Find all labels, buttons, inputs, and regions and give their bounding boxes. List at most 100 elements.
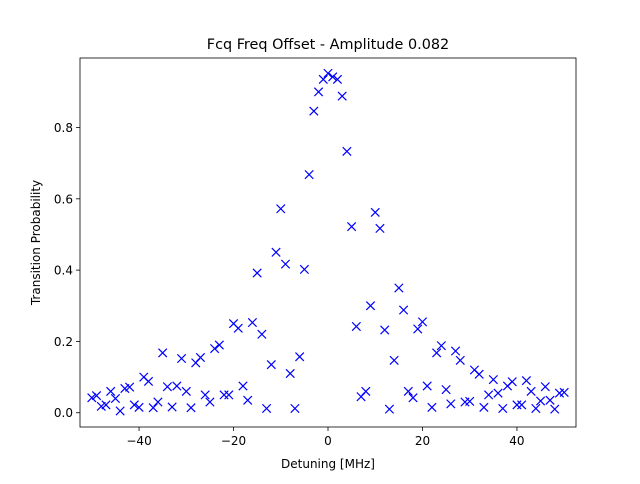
data-point-marker bbox=[167, 402, 177, 412]
data-point-marker bbox=[512, 400, 522, 410]
data-point-marker bbox=[441, 384, 451, 395]
data-point-marker bbox=[332, 74, 343, 85]
data-point-marker bbox=[450, 346, 461, 356]
y-tick-label: 0.2 bbox=[54, 335, 73, 349]
data-point-marker bbox=[143, 376, 154, 386]
data-point-marker bbox=[540, 382, 550, 392]
y-tick-label: 0.0 bbox=[54, 406, 73, 420]
data-point-marker bbox=[172, 381, 182, 391]
x-tick-label: −40 bbox=[126, 434, 151, 448]
data-point-marker bbox=[238, 381, 248, 391]
data-point-marker bbox=[432, 348, 442, 358]
data-point-marker bbox=[403, 386, 413, 396]
x-tick-label: 20 bbox=[415, 434, 430, 448]
data-point-marker bbox=[455, 355, 465, 365]
data-point-marker bbox=[181, 386, 191, 396]
data-point-marker bbox=[285, 368, 295, 379]
data-point-marker bbox=[110, 393, 121, 404]
data-point-marker bbox=[124, 382, 135, 392]
data-point-marker bbox=[115, 406, 125, 416]
data-point-marker bbox=[337, 91, 347, 101]
data-point-marker bbox=[351, 321, 361, 332]
data-point-marker bbox=[247, 317, 258, 328]
data-point-marker bbox=[318, 74, 328, 85]
data-point-marker bbox=[91, 391, 102, 401]
data-point-marker bbox=[507, 377, 517, 387]
y-tick-label: 0.4 bbox=[54, 264, 73, 278]
data-point-marker bbox=[252, 268, 262, 278]
data-point-marker bbox=[474, 369, 484, 379]
data-point-marker bbox=[266, 359, 276, 370]
data-point-marker bbox=[271, 247, 281, 257]
x-tick-label: −20 bbox=[221, 434, 246, 448]
data-point-marker bbox=[313, 87, 324, 97]
data-point-marker bbox=[370, 207, 380, 217]
data-point-marker bbox=[233, 323, 243, 333]
data-point-marker bbox=[479, 402, 489, 413]
data-point-marker bbox=[243, 395, 253, 405]
data-point-marker bbox=[176, 353, 187, 364]
data-point-marker bbox=[148, 403, 158, 413]
data-point-marker bbox=[158, 348, 168, 358]
data-point-marker bbox=[408, 393, 418, 403]
data-point-marker bbox=[535, 396, 546, 406]
data-point-marker bbox=[261, 403, 272, 414]
data-point-marker bbox=[309, 106, 319, 116]
data-point-marker bbox=[290, 403, 300, 414]
data-point-marker bbox=[436, 341, 446, 351]
data-point-marker bbox=[200, 390, 210, 400]
data-point-marker bbox=[224, 390, 234, 400]
data-point-marker bbox=[394, 283, 404, 293]
data-point-marker bbox=[398, 305, 409, 315]
y-tick-label: 0.6 bbox=[54, 192, 73, 206]
data-point-marker bbox=[205, 397, 215, 407]
x-tick-label: 0 bbox=[324, 434, 332, 448]
data-point-marker bbox=[295, 352, 305, 362]
data-point-marker bbox=[559, 387, 569, 398]
data-point-marker bbox=[389, 355, 399, 365]
data-point-marker bbox=[210, 343, 220, 354]
data-point-marker bbox=[422, 381, 432, 391]
data-point-marker bbox=[446, 399, 456, 409]
data-point-marker bbox=[550, 404, 560, 414]
data-point-marker bbox=[280, 259, 291, 269]
data-point-marker bbox=[214, 340, 224, 350]
data-point-marker bbox=[219, 390, 229, 400]
data-point-marker bbox=[342, 146, 352, 157]
data-point-marker bbox=[195, 352, 206, 363]
y-axis-label: Transition Probability bbox=[29, 180, 43, 306]
y-tick-label: 0.8 bbox=[54, 121, 73, 135]
data-point-marker bbox=[498, 403, 508, 414]
data-point-marker bbox=[346, 222, 357, 232]
data-point-marker bbox=[417, 317, 428, 327]
data-point-marker bbox=[488, 374, 498, 385]
data-point-marker bbox=[465, 396, 475, 406]
data-point-marker bbox=[323, 68, 333, 78]
data-point-marker bbox=[276, 204, 286, 214]
chart-title: Fcq Freq Offset - Amplitude 0.082 bbox=[207, 37, 449, 53]
data-point-marker bbox=[384, 404, 395, 414]
x-axis-label: Detuning [MHz] bbox=[281, 457, 375, 471]
data-point-marker bbox=[375, 223, 385, 234]
data-point-marker bbox=[299, 264, 310, 275]
data-point-marker bbox=[87, 393, 97, 403]
data-point-marker bbox=[483, 390, 494, 400]
y-axis: 0.0 0.2 0.4 0.6 0.8 bbox=[54, 121, 80, 420]
data-point-marker bbox=[129, 400, 139, 410]
data-point-marker bbox=[153, 397, 163, 407]
data-point-marker bbox=[106, 386, 116, 396]
data-point-marker bbox=[521, 376, 532, 386]
x-axis: −40 −20 0 20 40 bbox=[126, 427, 525, 448]
data-point-marker bbox=[186, 403, 196, 413]
data-point-marker bbox=[304, 169, 314, 180]
data-point-marker bbox=[545, 395, 555, 405]
data-point-marker bbox=[517, 400, 527, 410]
data-point-marker bbox=[162, 382, 173, 392]
plot-area bbox=[87, 68, 569, 416]
data-point-marker bbox=[101, 400, 111, 410]
data-point-marker bbox=[257, 329, 267, 339]
x-tick-label: 40 bbox=[509, 434, 524, 448]
data-point-marker bbox=[365, 301, 376, 311]
